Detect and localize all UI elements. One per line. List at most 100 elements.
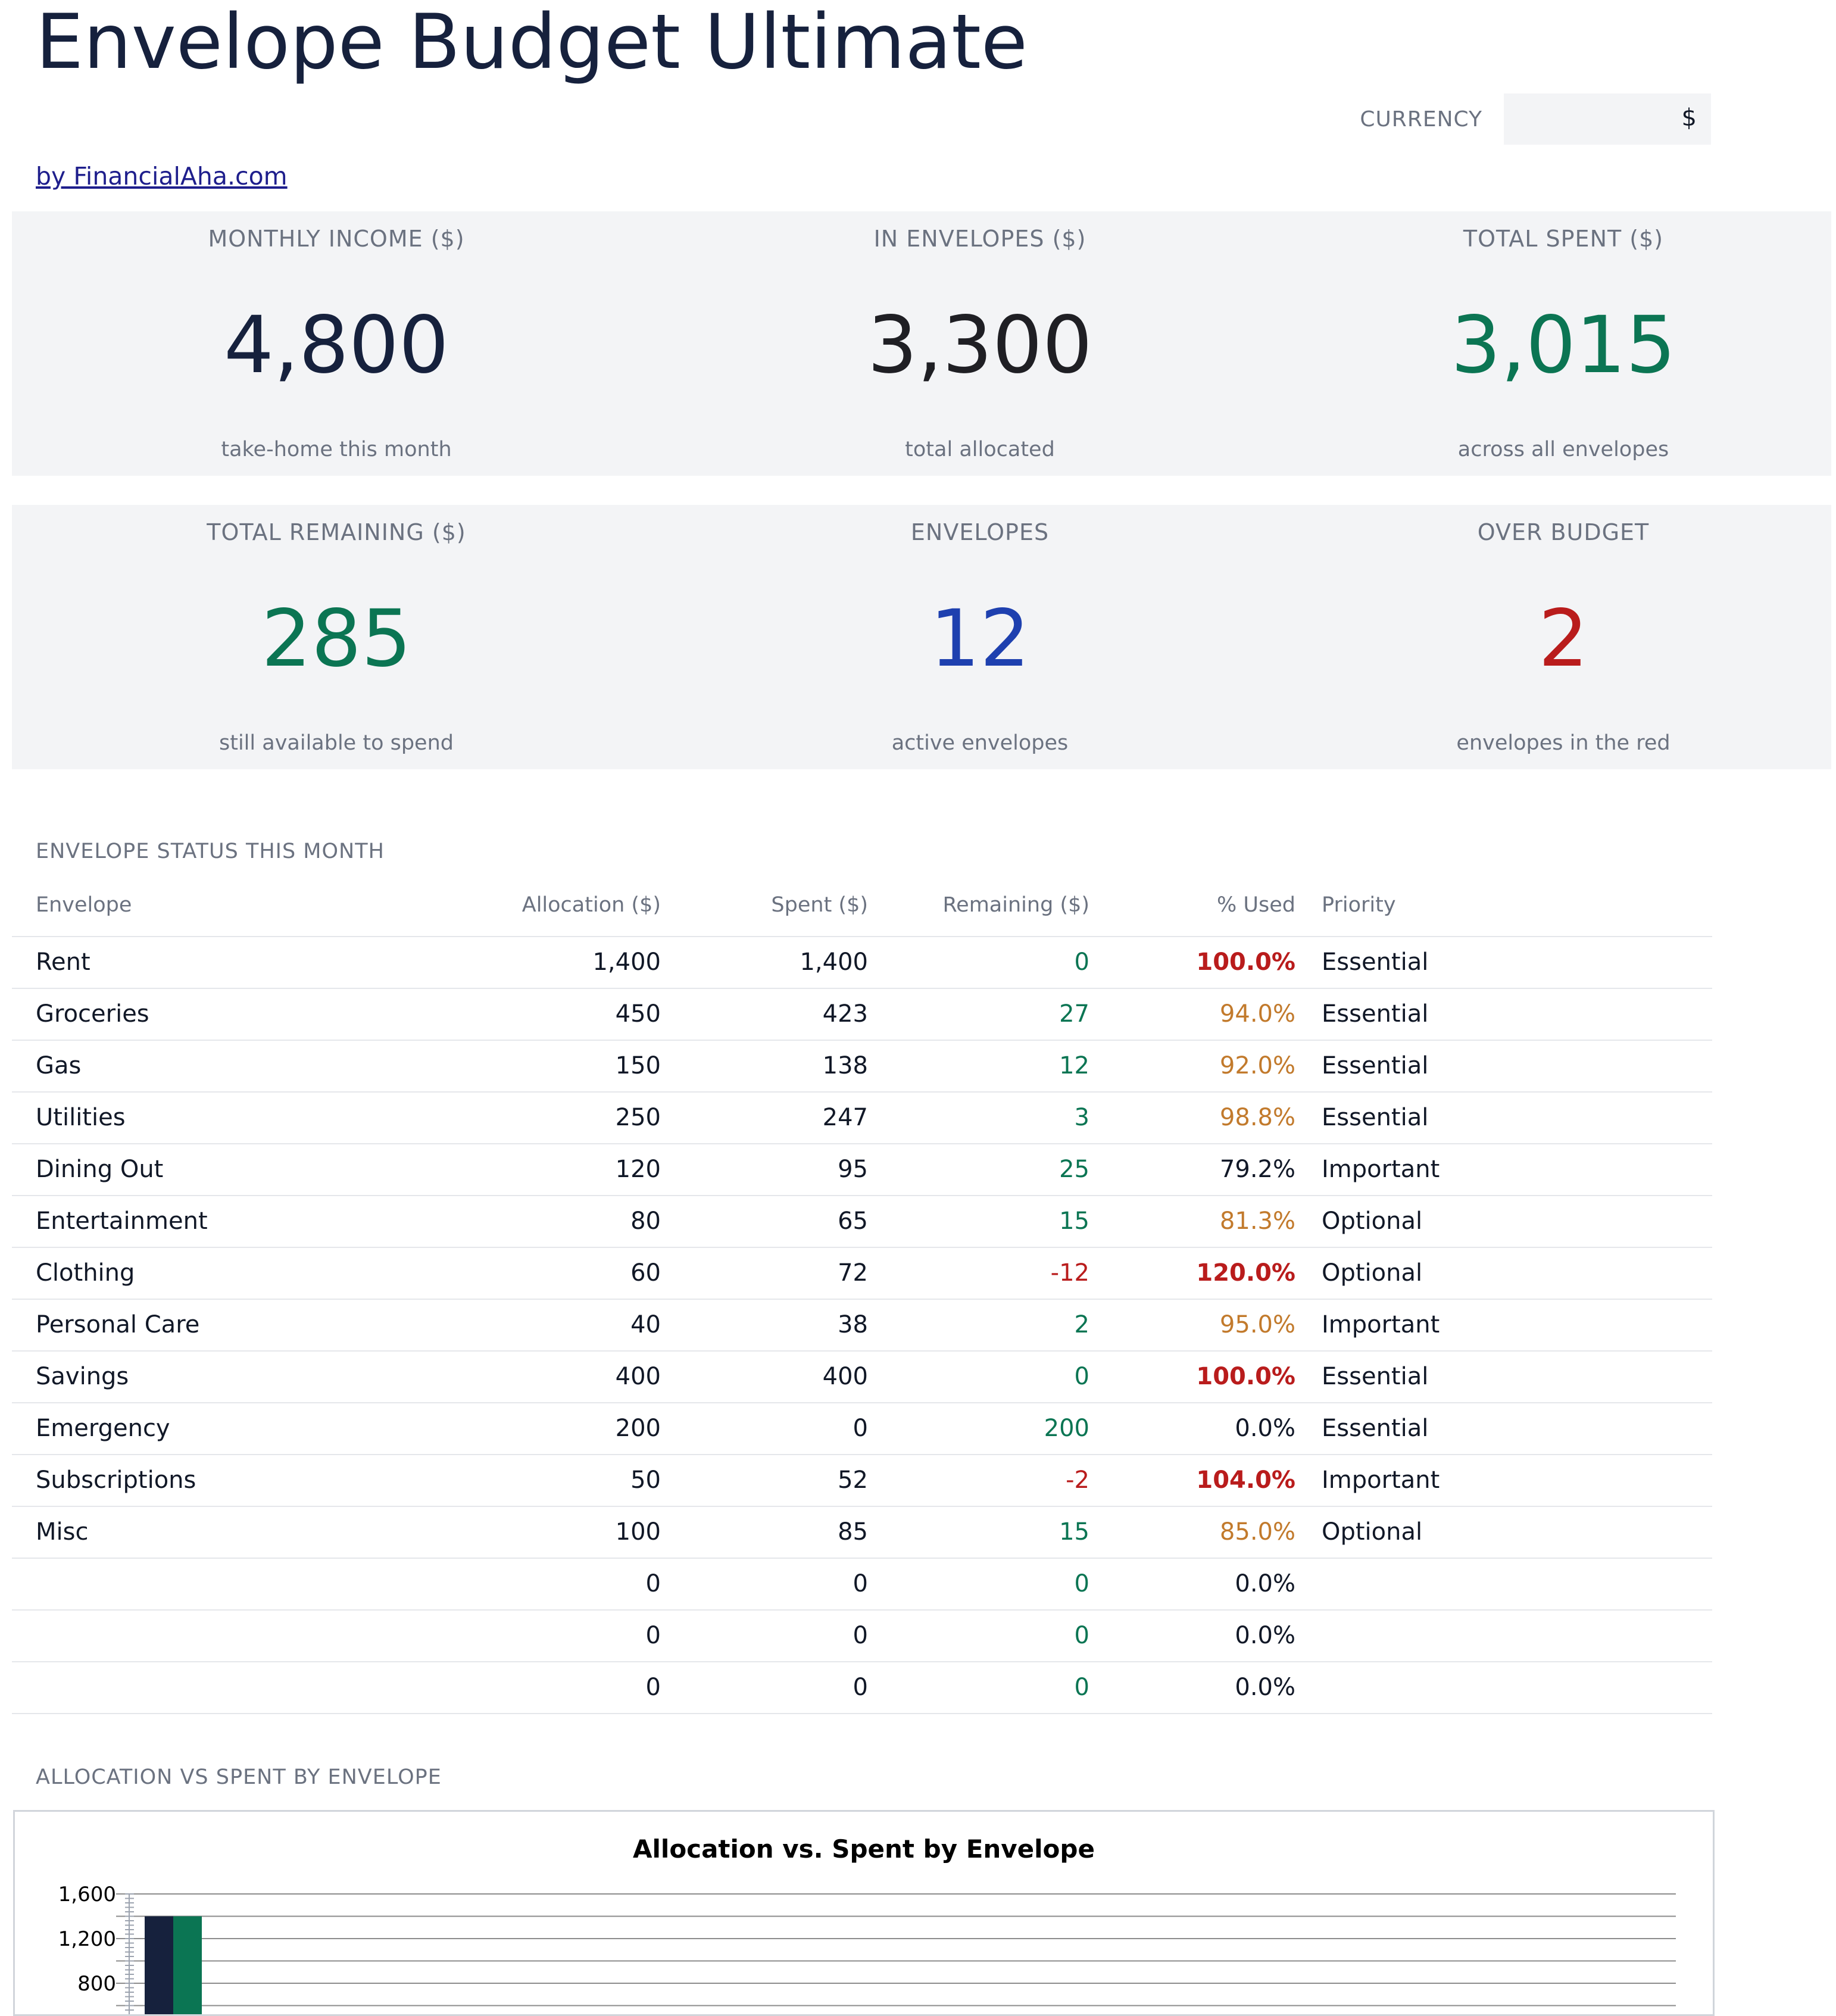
y-tick-label: 1,200 xyxy=(58,1927,116,1951)
kpi-monthly-income: MONTHLY INCOME ($) 4,800 take-home this … xyxy=(98,211,574,476)
percent-used-cell: 100.0% xyxy=(1196,948,1295,976)
spent-cell: 138 xyxy=(822,1052,868,1079)
envelope-name-cell: Entertainment xyxy=(36,1207,208,1235)
envelope-name-cell: Misc xyxy=(36,1518,89,1546)
allocation-cell: 100 xyxy=(615,1518,661,1546)
allocation-cell: 80 xyxy=(630,1207,661,1235)
table-row: Groceries 450 423 27 94.0% Essential xyxy=(12,989,1712,1041)
spent-cell: 85 xyxy=(838,1518,868,1546)
kpi-label: MONTHLY INCOME ($) xyxy=(208,226,465,252)
envelope-name-cell: Groceries xyxy=(36,1000,149,1028)
section-heading-chart: ALLOCATION VS SPENT BY ENVELOPE xyxy=(36,1765,442,1789)
spent-cell: 247 xyxy=(822,1104,868,1131)
table-row: Rent 1,400 1,400 0 100.0% Essential xyxy=(12,937,1712,989)
kpi-subtitle: still available to spend xyxy=(218,731,454,755)
kpi-value: 3,300 xyxy=(867,299,1092,391)
allocation-cell: 450 xyxy=(615,1000,661,1028)
kpi-value: 285 xyxy=(261,593,411,685)
allocation-cell: 400 xyxy=(615,1363,661,1390)
column-header-allocation: Allocation ($) xyxy=(522,893,661,917)
allocation-spent-chart[interactable]: Allocation vs. Spent by Envelope 1,600 1,… xyxy=(13,1810,1715,2016)
envelope-name-cell: Savings xyxy=(36,1363,129,1390)
percent-used-cell: 104.0% xyxy=(1196,1466,1295,1494)
kpi-subtitle: across all envelopes xyxy=(1457,438,1669,461)
allocation-cell: 0 xyxy=(645,1674,661,1701)
envelope-name-cell: Rent xyxy=(36,948,90,976)
priority-cell: Important xyxy=(1322,1466,1440,1494)
allocation-cell: 250 xyxy=(615,1104,661,1131)
remaining-cell: 0 xyxy=(1074,948,1089,976)
currency-input[interactable]: $ xyxy=(1504,93,1711,145)
bar-rent-series-1[interactable] xyxy=(173,1916,202,2015)
kpi-subtitle: total allocated xyxy=(905,438,1055,461)
allocation-cell: 0 xyxy=(645,1622,661,1649)
kpi-subtitle: envelopes in the red xyxy=(1456,731,1670,755)
spent-cell: 38 xyxy=(838,1311,868,1338)
priority-cell: Essential xyxy=(1322,1052,1429,1079)
kpi-value: 2 xyxy=(1538,593,1588,685)
percent-used-cell: 0.0% xyxy=(1235,1415,1295,1442)
spent-cell: 0 xyxy=(853,1570,868,1597)
priority-cell: Essential xyxy=(1322,1363,1429,1390)
remaining-cell: 0 xyxy=(1074,1363,1089,1390)
kpi-total-spent: TOTAL SPENT ($) 3,015 across all envelop… xyxy=(1325,211,1801,476)
kpi-value: 12 xyxy=(930,593,1030,685)
table-row: Dining Out 120 95 25 79.2% Important xyxy=(12,1144,1712,1196)
remaining-cell: -12 xyxy=(1050,1259,1089,1287)
envelope-name-cell: Utilities xyxy=(36,1104,126,1131)
kpi-envelopes: ENVELOPES 12 active envelopes xyxy=(742,505,1218,769)
spent-cell: 0 xyxy=(853,1415,868,1442)
allocation-cell: 120 xyxy=(615,1156,661,1183)
allocation-cell: 60 xyxy=(630,1259,661,1287)
kpi-label: TOTAL REMAINING ($) xyxy=(207,519,466,545)
spent-cell: 72 xyxy=(838,1259,868,1287)
percent-used-cell: 120.0% xyxy=(1196,1259,1295,1287)
kpi-subtitle: active envelopes xyxy=(891,731,1069,755)
envelope-name-cell: Emergency xyxy=(36,1415,170,1442)
percent-used-cell: 92.0% xyxy=(1219,1052,1295,1079)
percent-used-cell: 98.8% xyxy=(1219,1104,1295,1131)
kpi-label: TOTAL SPENT ($) xyxy=(1463,226,1664,252)
priority-cell: Important xyxy=(1322,1156,1440,1183)
table-row: 0 0 0 0.0% xyxy=(12,1559,1712,1611)
section-heading-status: ENVELOPE STATUS THIS MONTH xyxy=(36,840,385,863)
percent-used-cell: 81.3% xyxy=(1219,1207,1295,1235)
spent-cell: 400 xyxy=(822,1363,868,1390)
column-header-spent: Spent ($) xyxy=(771,893,868,917)
chart-title: Allocation vs. Spent by Envelope xyxy=(633,1834,1095,1864)
allocation-cell: 40 xyxy=(630,1311,661,1338)
envelope-name-cell: Gas xyxy=(36,1052,82,1079)
kpi-total-remaining: TOTAL REMAINING ($) 285 still available … xyxy=(98,505,574,769)
remaining-cell: 15 xyxy=(1059,1207,1089,1235)
percent-used-cell: 94.0% xyxy=(1219,1000,1295,1028)
priority-cell: Essential xyxy=(1322,948,1429,976)
table-row: Entertainment 80 65 15 81.3% Optional xyxy=(12,1196,1712,1248)
priority-cell: Optional xyxy=(1322,1259,1423,1287)
bar-rent-series-0[interactable] xyxy=(145,1916,173,2015)
remaining-cell: 0 xyxy=(1074,1622,1089,1649)
table-header-row: Envelope Allocation ($) Spent ($) Remain… xyxy=(12,881,1712,937)
byline-link[interactable]: by FinancialAha.com xyxy=(36,162,288,191)
allocation-cell: 200 xyxy=(615,1415,661,1442)
table-row: 0 0 0 0.0% xyxy=(12,1662,1712,1714)
priority-cell: Essential xyxy=(1322,1104,1429,1131)
column-header-priority: Priority xyxy=(1322,893,1396,917)
priority-cell: Essential xyxy=(1322,1000,1429,1028)
spent-cell: 0 xyxy=(853,1622,868,1649)
priority-cell: Optional xyxy=(1322,1518,1423,1546)
percent-used-cell: 0.0% xyxy=(1235,1622,1295,1649)
table-row: Emergency 200 0 200 0.0% Essential xyxy=(12,1403,1712,1455)
kpi-in-envelopes: IN ENVELOPES ($) 3,300 total allocated xyxy=(742,211,1218,476)
allocation-cell: 1,400 xyxy=(592,948,661,976)
percent-used-cell: 85.0% xyxy=(1219,1518,1295,1546)
spent-cell: 95 xyxy=(838,1156,868,1183)
table-row: Utilities 250 247 3 98.8% Essential xyxy=(12,1093,1712,1144)
allocation-cell: 50 xyxy=(630,1466,661,1494)
column-header-percent-used: % Used xyxy=(1217,893,1295,917)
table-row: 0 0 0 0.0% xyxy=(12,1611,1712,1662)
spent-cell: 1,400 xyxy=(800,948,868,976)
kpi-subtitle: take-home this month xyxy=(221,438,452,461)
kpi-band-bottom: TOTAL REMAINING ($) 285 still available … xyxy=(12,505,1831,769)
kpi-label: ENVELOPES xyxy=(910,519,1050,545)
percent-used-cell: 79.2% xyxy=(1219,1156,1295,1183)
